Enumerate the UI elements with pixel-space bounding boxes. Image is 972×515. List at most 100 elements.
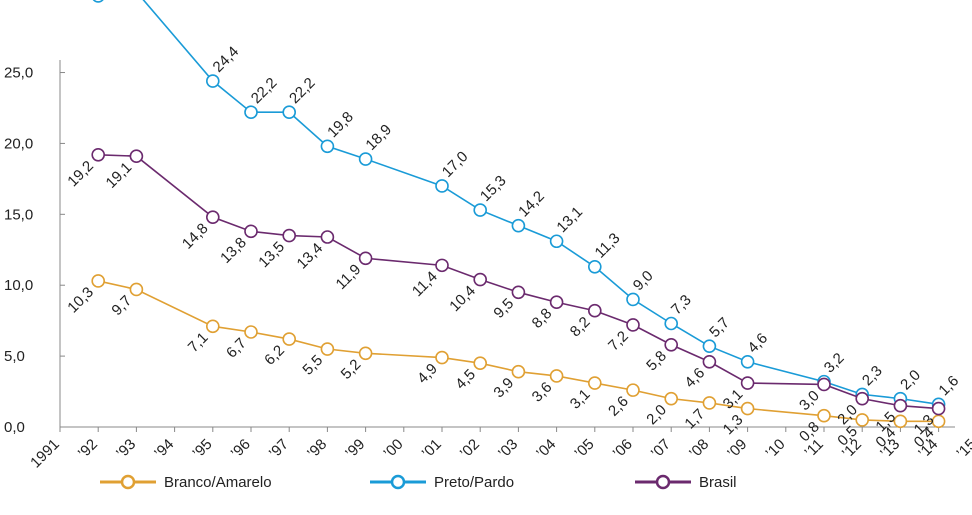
x-tick-label: ’94	[151, 436, 177, 462]
data-point	[435, 258, 449, 273]
x-tick-label: ’93	[113, 436, 139, 462]
legend-item: Branco/Amarelo	[100, 474, 272, 491]
data-label: 19,2	[64, 158, 97, 191]
data-label: 1,5	[872, 409, 899, 436]
y-tick-label: 15,0	[4, 206, 33, 223]
data-label: 9,0	[630, 267, 657, 294]
data-label: 4,9	[414, 360, 441, 387]
data-label: 3,9	[490, 375, 517, 402]
data-point	[244, 325, 258, 339]
data-label: 5,2	[338, 356, 365, 383]
x-tick-label: ’10	[762, 436, 788, 462]
data-point	[740, 376, 755, 390]
data-point	[702, 354, 717, 369]
data-label: 1,6	[935, 372, 962, 399]
data-point	[587, 259, 602, 274]
data-point	[587, 303, 602, 318]
data-label: 1,3	[720, 411, 747, 438]
data-point	[320, 139, 335, 154]
chart-legend: Branco/Amarelo Preto/Pardo Brasil	[100, 474, 737, 491]
data-label: 18,9	[362, 121, 395, 154]
y-tick-label: 0,0	[4, 419, 25, 436]
data-label: 2,0	[897, 367, 924, 394]
y-tick-label: 10,0	[4, 277, 33, 294]
data-point	[129, 282, 144, 297]
data-point	[435, 179, 449, 193]
data-label: 10,3	[64, 284, 97, 317]
data-point	[282, 332, 297, 346]
data-point	[549, 295, 564, 310]
x-tick-label: ’99	[342, 436, 368, 462]
data-point	[817, 377, 831, 392]
data-point	[702, 396, 717, 410]
data-label: 2,6	[605, 393, 632, 420]
data-point	[282, 228, 297, 243]
legend-label: Brasil	[699, 474, 737, 491]
data-point	[549, 369, 564, 383]
x-tick-label: ’98	[304, 436, 330, 462]
data-label: 15,3	[477, 172, 510, 205]
data-label: 7,2	[605, 328, 632, 355]
data-label: 3,2	[821, 350, 848, 377]
data-point	[206, 319, 220, 334]
series-layer: 10,3 9,7 7,1 6,7 6,2 5,5 5,2 4,9 4,5 3,9 3,6 3,1 2,6…	[64, 0, 962, 451]
y-tick-label: 25,0	[4, 65, 33, 82]
x-tick-label: ’97	[266, 436, 292, 462]
data-point	[855, 413, 870, 427]
data-label: 8,2	[567, 314, 594, 341]
data-point	[664, 391, 679, 406]
data-point	[893, 414, 908, 429]
data-point	[244, 224, 258, 239]
data-point	[473, 356, 488, 370]
data-point	[511, 285, 526, 300]
legend-item: Preto/Pardo	[370, 474, 514, 491]
data-point	[817, 408, 831, 423]
data-point	[91, 147, 105, 162]
x-tick-label: ’02	[457, 436, 483, 462]
y-tick-label: 5,0	[4, 348, 25, 365]
data-label: 4,5	[452, 366, 479, 393]
data-point	[92, 0, 104, 3]
data-label: 9,5	[490, 295, 517, 322]
data-label: 19,8	[324, 108, 357, 141]
x-tick-label: ’92	[75, 436, 101, 462]
data-point	[855, 391, 870, 406]
data-label: 6,7	[223, 335, 250, 362]
data-point	[244, 105, 258, 120]
data-label: 1,7	[681, 406, 708, 433]
data-label: 7,1	[185, 329, 212, 356]
data-label: 14,2	[515, 188, 548, 221]
x-tick-label: ’08	[686, 436, 712, 462]
x-tick-label: 1991	[27, 436, 63, 472]
x-tick-label: ’15	[953, 436, 972, 462]
data-label: 4,6	[744, 330, 771, 357]
data-point	[511, 218, 526, 233]
data-point	[435, 350, 449, 365]
data-label: 2,3	[859, 362, 886, 389]
x-tick-label: ’07	[648, 436, 674, 462]
data-label: 8,8	[529, 305, 556, 332]
data-label: 11,3	[592, 230, 624, 262]
data-point	[320, 342, 335, 356]
data-point	[587, 376, 602, 390]
data-label: 6,2	[261, 342, 288, 369]
data-label: 14,8	[179, 220, 212, 253]
data-label: 11,4	[409, 268, 441, 300]
legend-marker	[655, 474, 671, 490]
data-label: 22,2	[286, 74, 319, 107]
data-point	[893, 398, 908, 413]
data-point	[206, 210, 220, 224]
x-tick-label: ’04	[533, 436, 559, 462]
data-point	[664, 316, 679, 331]
x-tick-label: ’05	[571, 436, 597, 462]
data-point	[626, 292, 640, 307]
x-tick-label: ’09	[724, 436, 750, 462]
data-point	[931, 401, 946, 416]
data-label: 4,6	[681, 365, 708, 392]
data-point	[702, 339, 717, 353]
data-label: 11,9	[333, 261, 365, 293]
data-label: 19,1	[103, 159, 136, 192]
data-point	[358, 152, 373, 166]
data-point	[740, 354, 755, 369]
data-point	[549, 234, 564, 249]
